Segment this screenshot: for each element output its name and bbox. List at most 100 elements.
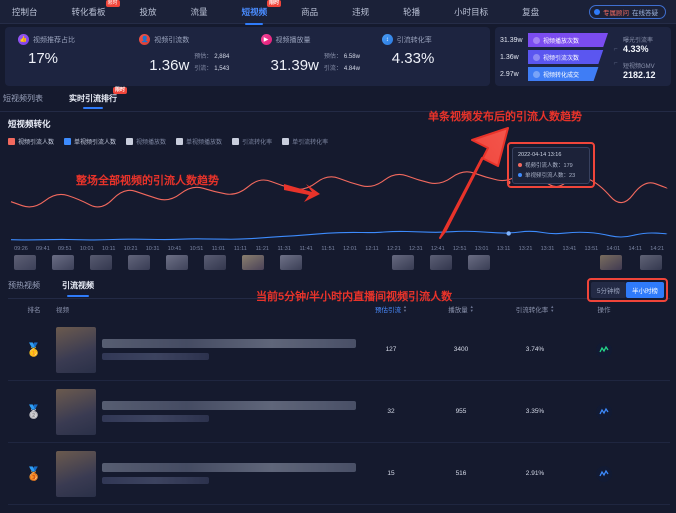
legend-swatch-2 bbox=[126, 138, 134, 145]
topnav-item-8[interactable]: 小时目标 bbox=[450, 6, 492, 18]
video-thumbnail[interactable] bbox=[56, 326, 96, 373]
funnel-label-0: 视频播放次数 bbox=[543, 38, 580, 45]
video-sub-blur bbox=[102, 353, 209, 360]
table-row[interactable]: 🥉 15 516 2.91% bbox=[8, 443, 670, 505]
topnav-item-5[interactable]: 商品 bbox=[297, 6, 322, 18]
sort-icon-3[interactable]: ▲ ▼ bbox=[469, 304, 474, 313]
strip-thumb-4[interactable] bbox=[166, 255, 188, 270]
table-tab-warmup[interactable]: 预热视频 bbox=[8, 280, 40, 296]
funnel-row-2: 2.97w 视频转化成交 bbox=[500, 67, 608, 81]
stat-value-2: 31.39w bbox=[270, 57, 319, 74]
strip-thumb-0[interactable] bbox=[14, 255, 36, 270]
topnav-item-3[interactable]: 流量 bbox=[187, 6, 212, 18]
stat-label-3: 引流转化率 bbox=[396, 36, 432, 44]
legend-item-4[interactable]: 引流转化率 bbox=[232, 137, 272, 146]
stat-value-0: 17% bbox=[28, 50, 59, 67]
chart-legend: 视频引流人数 单视频引流人数 视频播放数 单视频播放数 引流转化率 单引流转化率 bbox=[8, 137, 670, 146]
x-tick-2: 09:51 bbox=[57, 246, 72, 252]
operation-cell-1 bbox=[574, 403, 634, 420]
chart-title: 短视频转化 bbox=[8, 119, 51, 129]
topnav-label-2: 投放 bbox=[139, 6, 157, 17]
strip-thumb-3[interactable] bbox=[128, 255, 150, 270]
x-tick-16: 12:11 bbox=[365, 246, 379, 252]
strip-thumb-6[interactable] bbox=[242, 255, 264, 270]
operation-cell-0 bbox=[574, 341, 634, 358]
topnav-item-2[interactable]: 投放 bbox=[136, 6, 161, 18]
advisor-pill-button[interactable]: 专属顾问 在线答疑 bbox=[589, 4, 666, 19]
x-tick-11: 11:21 bbox=[255, 246, 269, 252]
strip-thumb-7[interactable] bbox=[280, 255, 302, 270]
stat-card-0: 👍 视频推荐占比 17% bbox=[5, 34, 126, 86]
advisor-pill-text2: 在线答疑 bbox=[632, 9, 658, 17]
legend-item-5[interactable]: 单引流转化率 bbox=[282, 137, 328, 146]
stat-label-0: 视频推荐占比 bbox=[33, 36, 75, 44]
rank-value-1: 🥈 bbox=[25, 403, 43, 419]
video-cell-2[interactable] bbox=[56, 450, 356, 497]
legend-item-0[interactable]: 视频引流人数 bbox=[8, 137, 54, 146]
strip-thumb-1[interactable] bbox=[52, 255, 74, 270]
topnav-item-7[interactable]: 轮播 bbox=[399, 6, 424, 18]
strip-thumb-10[interactable] bbox=[468, 255, 490, 270]
rank-medal-icon: 🥇 bbox=[12, 342, 56, 358]
table-row[interactable]: 🥈 32 955 3.35% bbox=[8, 381, 670, 443]
th-conv-rate[interactable]: 引流转化率 ▲ ▼ bbox=[496, 304, 574, 315]
table-row[interactable]: 🥇 127 3400 3.74% bbox=[8, 319, 670, 381]
th-est-traffic[interactable]: 预估引流 ▲ ▼ bbox=[356, 304, 426, 315]
tooltip-value-0: 179 bbox=[563, 163, 573, 169]
legend-label-0: 视频引流人数 bbox=[18, 140, 55, 146]
topnav-item-6[interactable]: 违规 bbox=[348, 6, 373, 18]
legend-item-2[interactable]: 视频播放数 bbox=[126, 137, 166, 146]
video-cell-0[interactable] bbox=[56, 326, 356, 373]
strip-thumb-12[interactable] bbox=[640, 255, 662, 270]
strip-thumb-11[interactable] bbox=[600, 255, 622, 270]
stat-subs-2: 预估： 6.58w 引流： 4.84w bbox=[324, 51, 360, 73]
strip-thumb-2[interactable] bbox=[90, 255, 112, 270]
video-thumbnail[interactable] bbox=[56, 388, 96, 435]
topnav-item-0[interactable]: 控制台 bbox=[8, 6, 42, 18]
strip-thumb-5[interactable] bbox=[204, 255, 226, 270]
table-tab-label-1: 引流视频 bbox=[62, 280, 94, 290]
x-tick-20: 12:51 bbox=[452, 246, 467, 252]
video-sub-blur bbox=[102, 415, 209, 422]
topnav-item-4[interactable]: 短视频 限时 bbox=[238, 0, 282, 18]
sort-icon-4[interactable]: ▲ ▼ bbox=[550, 304, 555, 313]
topnav-item-1[interactable]: 转化看板 限时 bbox=[68, 0, 120, 18]
annotation-single-video-trend: 单条视频发布后的引流人数趋势 bbox=[428, 111, 582, 123]
segment-5min[interactable]: 5分钟榜 bbox=[590, 282, 626, 298]
x-tick-18: 12:31 bbox=[408, 246, 423, 252]
trend-icon[interactable] bbox=[596, 403, 612, 420]
kpi-0: 曝光引流率 4.33% bbox=[623, 35, 656, 54]
sort-icon-2[interactable]: ▲ ▼ bbox=[403, 304, 407, 313]
segment-halfhour[interactable]: 半小时榜 bbox=[626, 282, 664, 298]
topnav-label-6: 违规 bbox=[352, 6, 370, 17]
legend-swatch-3 bbox=[176, 138, 184, 145]
legend-item-3[interactable]: 单视频播放数 bbox=[176, 137, 222, 146]
video-thumbnail[interactable] bbox=[56, 450, 96, 497]
stat-body-2: 31.39w 预估： 6.58w 引流： 4.84w bbox=[261, 51, 369, 73]
operation-cell-2 bbox=[574, 465, 634, 482]
subnav-item-video-list[interactable]: 短视频列表 bbox=[3, 93, 43, 108]
funnel-row-0: 31.39w 视频播放次数 bbox=[500, 33, 608, 47]
trend-icon[interactable] bbox=[596, 465, 612, 482]
chart-x-axis: 09:26 09:41 09:51 10:01 10:11 10:21 10:31 10:41… bbox=[8, 246, 670, 252]
video-cell-1[interactable] bbox=[56, 388, 356, 435]
th-plays[interactable]: 播放量 ▲ ▼ bbox=[426, 304, 496, 315]
table-tab-traffic[interactable]: 引流视频 bbox=[62, 280, 94, 296]
strip-thumb-9[interactable] bbox=[430, 255, 452, 270]
legend-item-1[interactable]: 单视频引流人数 bbox=[64, 137, 116, 146]
stat-body-0: 17% bbox=[18, 51, 126, 66]
subnav-item-realtime-rank[interactable]: 实时引流排行 限时 bbox=[69, 87, 127, 108]
topnav-item-9[interactable]: 复盘 bbox=[518, 6, 543, 18]
x-tick-9: 11:01 bbox=[211, 246, 226, 252]
stats-row: 👍 视频推荐占比 17% 👤 视频引流数 1.36w 预估： 2,884 引流： 1… bbox=[0, 24, 676, 86]
x-tick-15: 12:01 bbox=[343, 246, 357, 252]
stat-value-3: 4.33% bbox=[391, 50, 435, 67]
trend-icon[interactable] bbox=[596, 341, 612, 358]
video-text-blurred bbox=[102, 401, 356, 422]
segment-label-1: 半小时榜 bbox=[632, 288, 658, 295]
strip-thumb-8[interactable] bbox=[392, 255, 414, 270]
tooltip-label-0: 视频引流人数： bbox=[525, 163, 564, 169]
cell-conv-rate: 3.35% bbox=[525, 408, 545, 415]
topnav-label-7: 轮播 bbox=[403, 6, 421, 17]
